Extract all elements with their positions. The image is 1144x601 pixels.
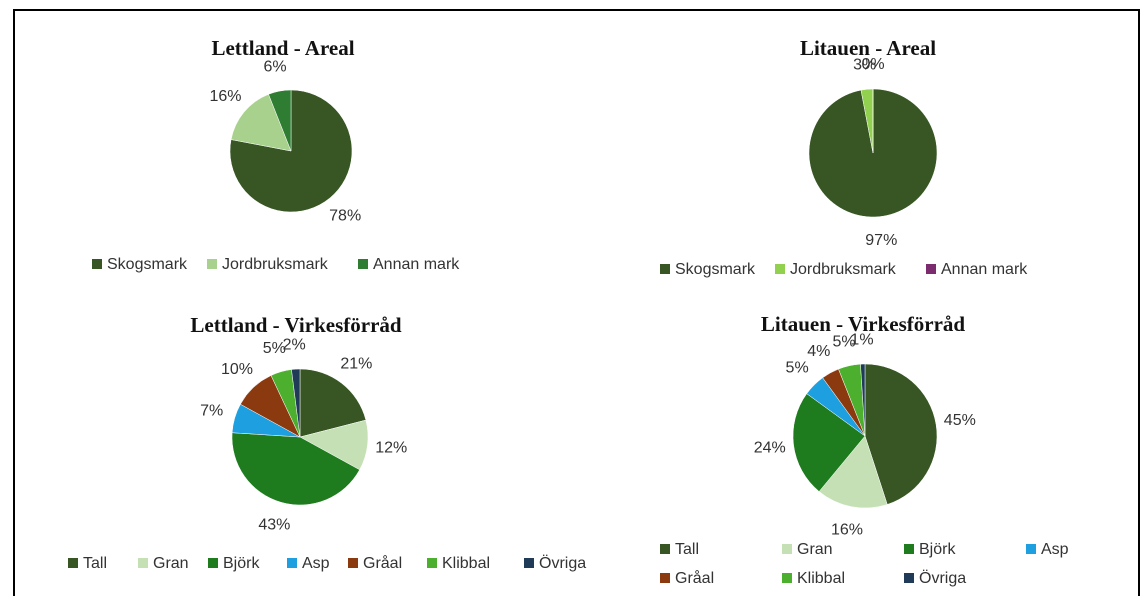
legend-label: Skogsmark	[107, 256, 188, 273]
chart-title: Litauen - Areal	[800, 36, 936, 60]
pie-slice	[792, 393, 866, 492]
legend-label: Gråal	[363, 554, 402, 572]
legend-swatch	[208, 558, 218, 568]
pie-slice	[230, 93, 292, 152]
legend-label: Björk	[223, 555, 260, 572]
legend-label: Gran	[153, 555, 189, 572]
legend-swatch	[348, 558, 358, 568]
chart-title: Lettland - Areal	[211, 36, 354, 60]
data-label: 5%	[786, 359, 809, 376]
pie-slice	[864, 363, 938, 505]
legend-label: Asp	[302, 555, 330, 572]
legend-swatch	[926, 264, 936, 274]
legend-swatch	[427, 558, 437, 568]
data-label: 16%	[831, 522, 863, 539]
data-label: 10%	[221, 361, 253, 378]
legend-label: Annan mark	[373, 256, 460, 273]
pie-slice	[860, 363, 866, 437]
legend-swatch	[775, 264, 785, 274]
pie-slice	[299, 368, 367, 438]
data-label: 3%	[853, 57, 876, 74]
legend-swatch	[207, 259, 217, 269]
data-label: 78%	[329, 208, 361, 225]
legend-label: Övriga	[539, 554, 586, 572]
legend-swatch	[92, 259, 102, 269]
legend-label: Övriga	[919, 569, 966, 587]
data-label: 5%	[832, 334, 855, 351]
data-label: 16%	[209, 88, 241, 105]
pie-slice	[818, 435, 888, 509]
legend-label: Gran	[797, 541, 833, 558]
legend-label: Jordbruksmark	[790, 261, 897, 278]
data-label: 4%	[807, 343, 830, 360]
legend-swatch	[660, 573, 670, 583]
legend-swatch	[1026, 544, 1036, 554]
pie-slice	[229, 89, 353, 213]
legend-swatch	[782, 544, 792, 554]
pie-slice	[291, 368, 301, 438]
data-label: 2%	[283, 336, 306, 353]
legend-swatch	[904, 544, 914, 554]
legend-label: Skogsmark	[675, 261, 756, 278]
data-label: 97%	[865, 232, 897, 249]
data-label: 6%	[264, 59, 287, 76]
legend-label: Klibbal	[797, 570, 845, 587]
data-label: 1%	[850, 331, 873, 348]
legend-label: Tall	[83, 555, 107, 572]
data-label: 21%	[340, 356, 372, 373]
legend-swatch	[904, 573, 914, 583]
data-label: 0%	[861, 56, 884, 73]
legend-label: Gråal	[675, 569, 714, 587]
data-label: 43%	[258, 517, 290, 534]
data-label: 12%	[375, 440, 407, 457]
chart-title: Lettland - Virkesförråd	[190, 313, 401, 337]
data-label: 5%	[263, 340, 286, 357]
legend-swatch	[138, 558, 148, 568]
legend-swatch	[524, 558, 534, 568]
legend-label: Klibbal	[442, 555, 490, 572]
legend-swatch	[68, 558, 78, 568]
pie-slice	[231, 432, 360, 506]
legend-label: Annan mark	[941, 261, 1028, 278]
data-label: 45%	[944, 412, 976, 429]
data-label: 7%	[200, 403, 223, 420]
legend-swatch	[660, 264, 670, 274]
pie-slice	[268, 89, 292, 152]
legend-swatch	[782, 573, 792, 583]
legend-swatch	[358, 259, 368, 269]
legend-swatch	[660, 544, 670, 554]
legend-label: Jordbruksmark	[222, 256, 329, 273]
chart-title: Litauen - Virkesförråd	[761, 312, 965, 336]
legend-label: Björk	[919, 541, 956, 558]
data-label: 24%	[754, 439, 786, 456]
legend-label: Asp	[1041, 541, 1069, 558]
legend-swatch	[287, 558, 297, 568]
frame	[13, 9, 1140, 601]
legend-label: Tall	[675, 541, 699, 558]
